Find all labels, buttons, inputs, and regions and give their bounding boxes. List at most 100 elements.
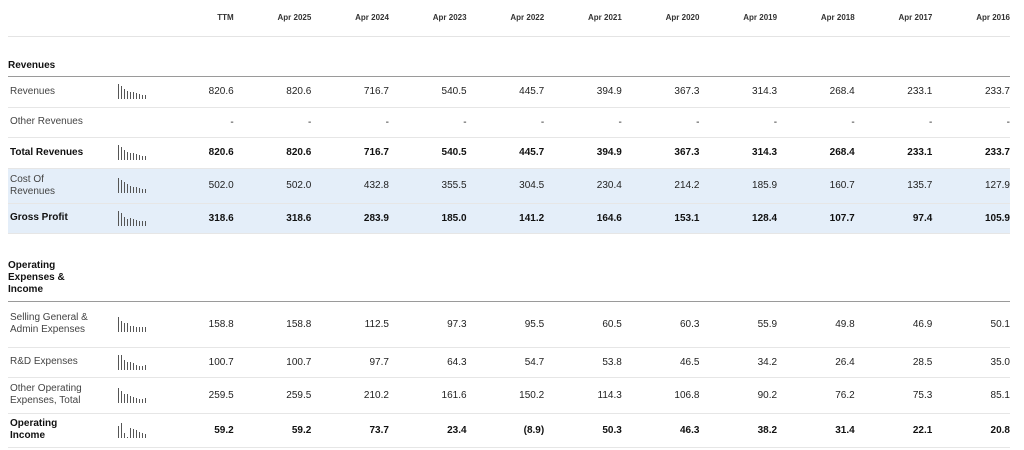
cell: 268.4 [777,137,855,169]
sparkline-bar [145,364,147,370]
cell: 106.8 [621,377,700,414]
sparkline-bar [142,189,144,193]
cell: 53.8 [544,347,622,378]
column-header-ttm[interactable]: TTM [156,0,234,37]
table-row-cost-of-revenues[interactable]: Cost Of Revenues 502.0 502.0 432.8 355.5… [8,168,1010,204]
table-row-sga[interactable]: Selling General & Admin Expenses 158.8 1… [8,301,1010,348]
sparkline-chart [108,84,156,99]
sparkline-bar [118,178,120,193]
cell: 394.9 [544,76,622,108]
sparkline-bar [142,398,144,403]
cell: 233.7 [932,76,1010,108]
sparkline-bar [142,156,144,160]
cell: 716.7 [311,76,389,108]
sparkline-operating-income[interactable] [108,413,157,448]
header-spark-cell [108,0,157,37]
cell: 164.6 [544,203,622,234]
table-row-rnd[interactable]: R&D Expenses 100.7 100.7 97.7 64.3 54.7 … [8,347,1010,378]
table-row-gross-profit[interactable]: Gross Profit 318.6 318.6 283.9 185.0 141… [8,203,1010,234]
sparkline-bar [127,393,129,403]
row-label: Other Revenues [8,107,109,138]
cell: 46.9 [854,301,933,348]
cell: 502.0 [156,168,234,204]
section-header-operating-expenses: Operating Expenses & Income [8,255,1010,302]
sparkline-total-revenues[interactable] [108,137,157,169]
table-row-revenues[interactable]: Revenues 820.6 820.6 716.7 540.5 445.7 3… [8,76,1010,108]
cell: 22.1 [854,413,933,448]
sparkline-bar [139,94,141,99]
spacer-row [8,36,1010,56]
cell: 23.4 [388,413,467,448]
sparkline-chart [108,387,156,403]
sparkline-bar [118,84,120,99]
sparkline-bar [118,145,120,160]
sparkline-bar [118,425,120,438]
table-row-other-revenues[interactable]: Other Revenues - - - - - - - - - - - [8,107,1010,138]
cell: - [544,107,622,138]
column-header-apr-2019[interactable]: Apr 2019 [699,0,778,37]
section-title: Operating Expenses & Income [8,255,157,302]
sparkline-bar [145,397,147,403]
cell: 64.3 [388,347,467,378]
section-header-filler [156,255,1010,302]
table-row-operating-income[interactable]: Operating Income 59.2 59.2 73.7 23.4 (8.… [8,413,1010,448]
sparkline-rnd[interactable] [108,347,157,378]
cell: 34.2 [699,347,778,378]
row-label: Total Revenues [8,137,109,169]
sparkline-sga[interactable] [108,301,157,348]
column-header-apr-2016[interactable]: Apr 2016 [932,0,1010,37]
cell: 820.6 [156,137,234,169]
sparkline-bar [139,365,141,370]
sparkline-bar [124,216,126,226]
sparkline-bar [118,210,120,226]
column-header-apr-2018[interactable]: Apr 2018 [777,0,855,37]
column-header-apr-2017[interactable]: Apr 2017 [854,0,933,37]
sparkline-bar [121,320,123,332]
sparkline-other-opex[interactable] [108,377,157,414]
column-header-apr-2025[interactable]: Apr 2025 [233,0,312,37]
row-label: Other Operating Expenses, Total [8,377,109,414]
cell: 75.3 [854,377,933,414]
cell: 135.7 [854,168,933,204]
sparkline-chart [108,422,156,438]
sparkline-bar [139,188,141,193]
cell: - [621,107,700,138]
sparkline-bar [121,86,123,99]
sparkline-bar [127,184,129,193]
cell: 540.5 [388,76,467,108]
sparkline-revenues[interactable] [108,76,157,108]
sparkline-bar [130,92,132,99]
cell: 367.3 [621,137,700,169]
sparkline-bar [145,326,147,332]
sparkline-bar [133,396,135,403]
cell: 820.6 [156,76,234,108]
sparkline-bar [142,365,144,370]
column-header-apr-2024[interactable]: Apr 2024 [311,0,389,37]
cell: 60.5 [544,301,622,348]
cell: 185.9 [699,168,778,204]
column-header-apr-2023[interactable]: Apr 2023 [388,0,467,37]
sparkline-cost-of-revenues[interactable] [108,168,157,204]
sparkline-bar [127,322,129,332]
sparkline-chart [108,145,156,160]
cell: 35.0 [932,347,1010,378]
column-header-apr-2022[interactable]: Apr 2022 [466,0,545,37]
cell: 314.3 [699,76,778,108]
sparkline-bar [145,156,147,160]
cell: 259.5 [156,377,234,414]
sparkline-bar [136,154,138,160]
cell: 230.4 [544,168,622,204]
sparkline-bar [121,354,123,370]
row-label: Revenues [8,76,109,108]
table-row-other-operating-expenses[interactable]: Other Operating Expenses, Total 259.5 25… [8,377,1010,414]
cell: 100.7 [233,347,312,378]
cell: 49.8 [777,301,855,348]
section-title-text: Operating Expenses & Income [8,259,65,295]
column-header-apr-2020[interactable]: Apr 2020 [621,0,700,37]
table-row-total-revenues[interactable]: Total Revenues 820.6 820.6 716.7 540.5 4… [8,137,1010,169]
sparkline-bar [124,322,126,332]
sparkline-bar [133,92,135,99]
column-header-apr-2021[interactable]: Apr 2021 [544,0,622,37]
sparkline-gross-profit[interactable] [108,203,157,234]
cell: - [311,107,389,138]
